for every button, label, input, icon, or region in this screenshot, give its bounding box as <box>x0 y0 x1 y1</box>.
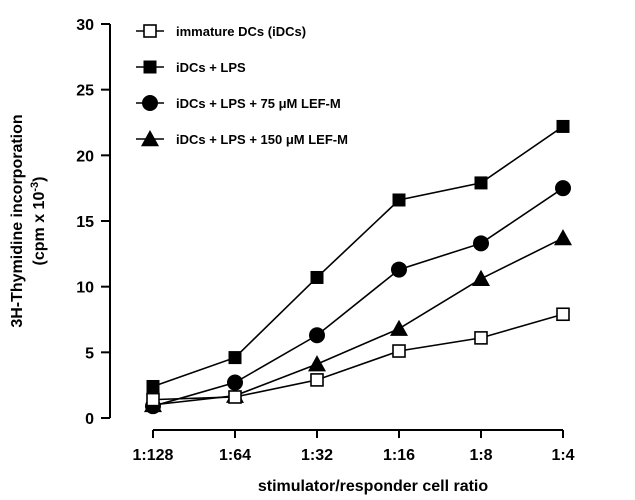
legend-marker <box>142 95 158 111</box>
data-point <box>472 269 490 286</box>
data-point <box>310 270 324 284</box>
y-tick-label: 30 <box>76 17 94 34</box>
x-tick-label: 1:64 <box>219 447 251 464</box>
axes: 0 5 10 15 20 25 30 1:128 1:64 1:32 1:16 1:8 1:4 <box>76 17 574 464</box>
x-tick-label: 1:4 <box>551 447 574 464</box>
y-tick-label: 15 <box>76 214 94 231</box>
y-axis-title-line2: (cpm x 10-3) <box>29 177 48 266</box>
x-tick-label: 1:8 <box>469 447 492 464</box>
data-point <box>474 176 488 190</box>
legend-marker <box>143 60 157 74</box>
y-tick-label: 5 <box>85 345 94 362</box>
data-point <box>556 307 570 322</box>
axis-titles: stimulator/responder cell ratio 3H-Thymi… <box>9 114 488 495</box>
data-point <box>309 327 325 344</box>
data-point <box>392 344 406 358</box>
data-point <box>390 319 408 336</box>
data-point <box>554 229 572 246</box>
data-point <box>555 180 571 197</box>
series-line <box>152 237 564 406</box>
series-line <box>152 313 564 401</box>
legend-label: iDCs + LPS + 75 μM LEF-M <box>176 96 341 111</box>
data-point <box>146 392 160 407</box>
y-tick-label: 20 <box>76 148 94 165</box>
data-point <box>474 331 488 345</box>
series-layer <box>144 119 572 415</box>
data-point <box>391 261 407 278</box>
data-point <box>308 355 326 372</box>
x-axis-title: stimulator/responder cell ratio <box>258 478 489 495</box>
series-line <box>152 187 564 407</box>
x-tick-label: 1:32 <box>301 447 333 464</box>
y-axis-title-prefix: (cpm x 10 <box>31 192 48 266</box>
y-axis-title-exponent: -3 <box>29 182 41 192</box>
data-point <box>556 119 570 133</box>
series-line <box>152 125 564 388</box>
legend-label: immature DCs (iDCs) <box>176 24 306 39</box>
y-axis-title-line1: 3H-Thymidine incorporation <box>9 114 26 327</box>
data-point <box>227 374 243 391</box>
legend-marker <box>141 130 159 147</box>
legend: immature DCs (iDCs) iDCs + LPS iDCs + LPS … <box>136 24 348 147</box>
data-point <box>473 235 489 252</box>
y-axis-title-suffix: ) <box>31 177 48 182</box>
data-point <box>310 373 324 387</box>
x-tick-label: 1:128 <box>133 447 174 464</box>
y-tick-label: 0 <box>85 411 94 428</box>
legend-label: iDCs + LPS <box>176 60 246 75</box>
legend-marker <box>143 24 157 38</box>
data-point <box>392 193 406 207</box>
y-tick-label: 25 <box>76 83 94 100</box>
data-point <box>228 351 242 365</box>
y-tick-label: 10 <box>76 280 94 297</box>
data-point <box>146 379 160 393</box>
legend-label: iDCs + LPS + 150 μM LEF-M <box>176 132 348 147</box>
x-tick-label: 1:16 <box>383 447 415 464</box>
data-point <box>228 390 242 404</box>
